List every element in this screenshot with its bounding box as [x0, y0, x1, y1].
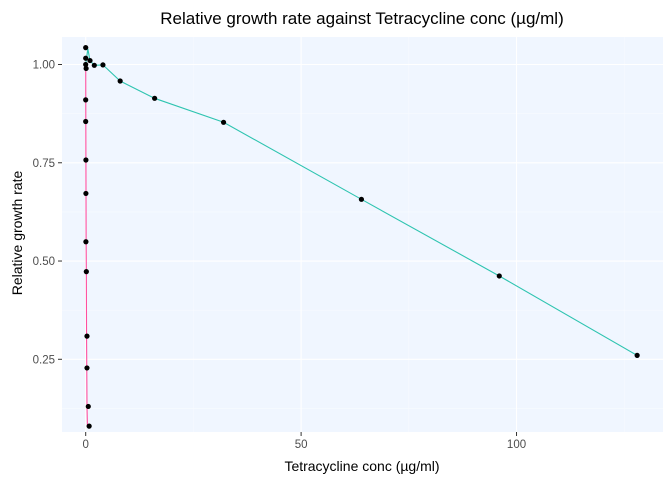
y-tick-label: 0.75	[33, 158, 55, 170]
data-point	[83, 65, 89, 72]
x-tick-label: 100	[507, 439, 526, 451]
data-point	[84, 365, 90, 371]
y-tick-label: 0.50	[33, 256, 55, 268]
data-point	[87, 57, 93, 64]
data-point	[634, 352, 640, 358]
data-point	[85, 403, 91, 410]
data-point	[220, 119, 227, 125]
data-point	[152, 95, 158, 101]
data-point	[83, 61, 89, 68]
data-points	[83, 45, 640, 429]
x-axis-ticks: 0 50 100	[82, 432, 526, 451]
data-point	[83, 45, 89, 51]
data-point	[83, 157, 89, 163]
data-point	[84, 333, 90, 339]
chart-title: Relative growth rate against Tetracyclin…	[160, 9, 563, 28]
data-point	[83, 97, 89, 103]
data-point	[83, 118, 89, 125]
data-point	[83, 55, 89, 61]
data-point	[496, 273, 502, 279]
data-point	[358, 196, 365, 202]
data-point	[83, 269, 89, 275]
data-point	[83, 190, 89, 197]
data-point	[100, 62, 106, 68]
x-axis-title: Tetracycline conc (µg/ml)	[284, 458, 439, 474]
x-tick-label: 50	[295, 439, 308, 451]
data-point	[86, 423, 92, 429]
data-point	[83, 239, 89, 245]
data-point	[91, 62, 97, 68]
y-axis-ticks: 0.25 0.50 0.75 1.00	[33, 60, 62, 366]
y-tick-label: 0.25	[33, 354, 55, 366]
y-axis-title: Relative growth rate	[9, 171, 25, 296]
x-tick-label: 0	[82, 439, 88, 451]
series-line-1	[85, 64, 90, 427]
data-point	[117, 78, 123, 84]
plot-panel	[62, 37, 663, 432]
minor-gridlines	[62, 37, 663, 432]
y-tick-label: 1.00	[33, 60, 55, 72]
